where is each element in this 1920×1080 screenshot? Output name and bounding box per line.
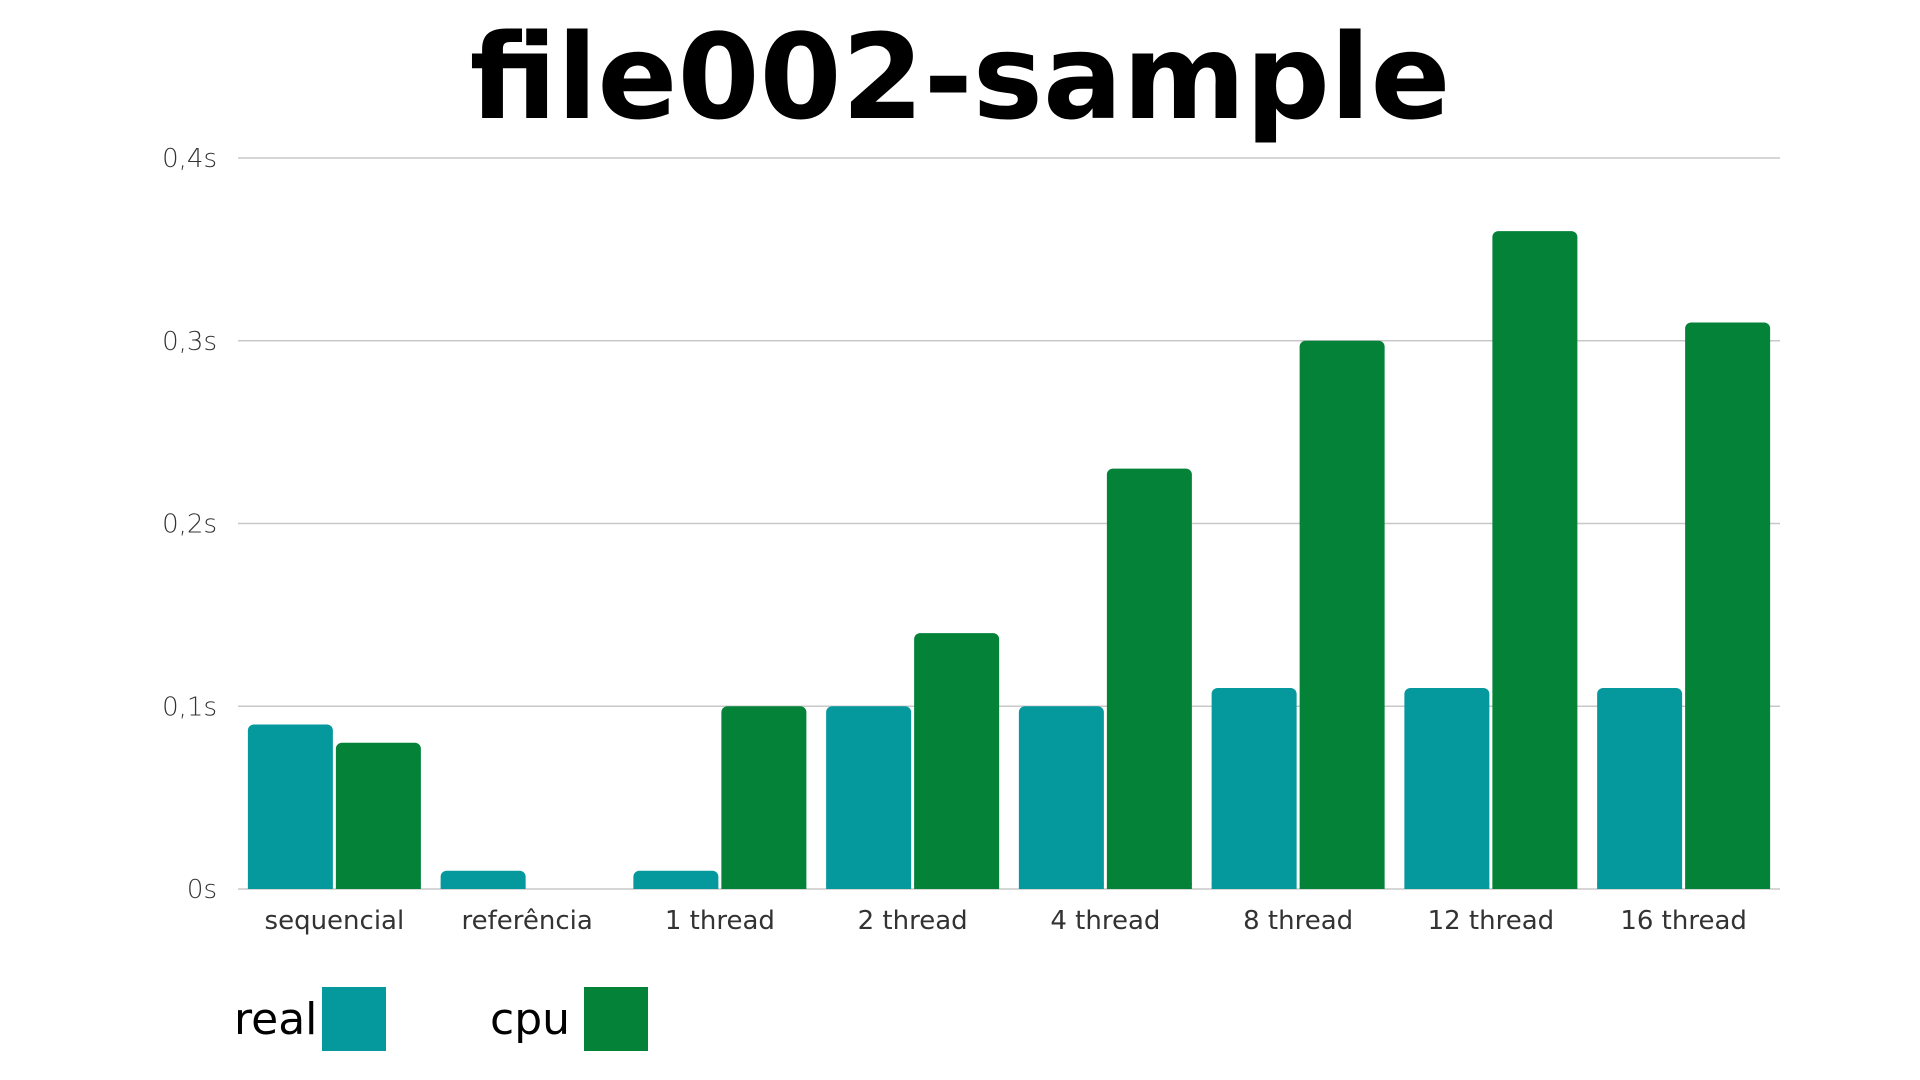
x-category-label: sequencial xyxy=(265,906,405,936)
bar-cpu-5 xyxy=(1299,340,1385,889)
bar-base-cpu-7 xyxy=(1685,883,1771,889)
y-tick-label: 0s xyxy=(187,875,217,905)
bar-base-cpu-0 xyxy=(335,883,421,889)
bar-real-5 xyxy=(1211,687,1297,889)
bar-base-cpu-3 xyxy=(914,883,1000,889)
bar-base-real-4 xyxy=(1018,883,1104,889)
x-category-label: 1 thread xyxy=(665,906,775,936)
bar-base-real-5 xyxy=(1211,883,1297,889)
x-category-label: 2 thread xyxy=(858,906,968,936)
legend-label-real: real xyxy=(234,994,317,1045)
y-tick-label: 0,3s xyxy=(162,327,217,357)
y-axis-ticks: 0s 0,1s 0,2s 0,3s 0,4s xyxy=(162,144,217,905)
bar-cpu-7 xyxy=(1685,322,1771,890)
y-tick-label: 0,2s xyxy=(162,510,217,540)
bar-real-4 xyxy=(1018,706,1104,889)
bars xyxy=(247,231,1771,890)
bar-real-7 xyxy=(1597,687,1683,889)
bar-real-3 xyxy=(826,706,912,889)
x-category-label: 12 thread xyxy=(1428,906,1555,936)
bar-base-cpu-6 xyxy=(1492,883,1578,889)
bar-base-real-3 xyxy=(826,883,912,889)
bar-base-real-7 xyxy=(1597,883,1683,889)
bar-real-6 xyxy=(1404,687,1490,889)
legend-label-cpu: cpu xyxy=(490,994,570,1045)
x-axis-categories: sequencial referência 1 thread 2 thread 4 th… xyxy=(265,906,1747,936)
legend-swatch-real xyxy=(322,987,386,1051)
bar-base-real-2 xyxy=(633,883,719,889)
bar-cpu-6 xyxy=(1492,231,1578,890)
bar-cpu-2 xyxy=(721,706,807,889)
bar-base-cpu-2 xyxy=(721,883,807,889)
chart-title: file002-sample xyxy=(470,8,1451,146)
x-category-label: 4 thread xyxy=(1050,906,1160,936)
x-category-label: 8 thread xyxy=(1243,906,1353,936)
legend-swatch-cpu xyxy=(584,987,648,1051)
y-tick-label: 0,1s xyxy=(162,692,217,722)
x-category-label: 16 thread xyxy=(1620,906,1747,936)
bar-base-cpu-5 xyxy=(1299,883,1385,889)
y-tick-label: 0,4s xyxy=(162,144,217,174)
x-category-label: referência xyxy=(461,906,592,936)
bar-cpu-4 xyxy=(1106,468,1192,889)
bar-base-cpu-4 xyxy=(1106,883,1192,889)
bar-cpu-3 xyxy=(914,633,1000,889)
bar-real-0 xyxy=(247,724,333,889)
bar-cpu-0 xyxy=(335,742,421,889)
legend: real cpu xyxy=(234,987,648,1051)
bar-base-real-6 xyxy=(1404,883,1490,889)
bar-base-real-1 xyxy=(440,883,526,889)
bar-base-real-0 xyxy=(247,883,333,889)
